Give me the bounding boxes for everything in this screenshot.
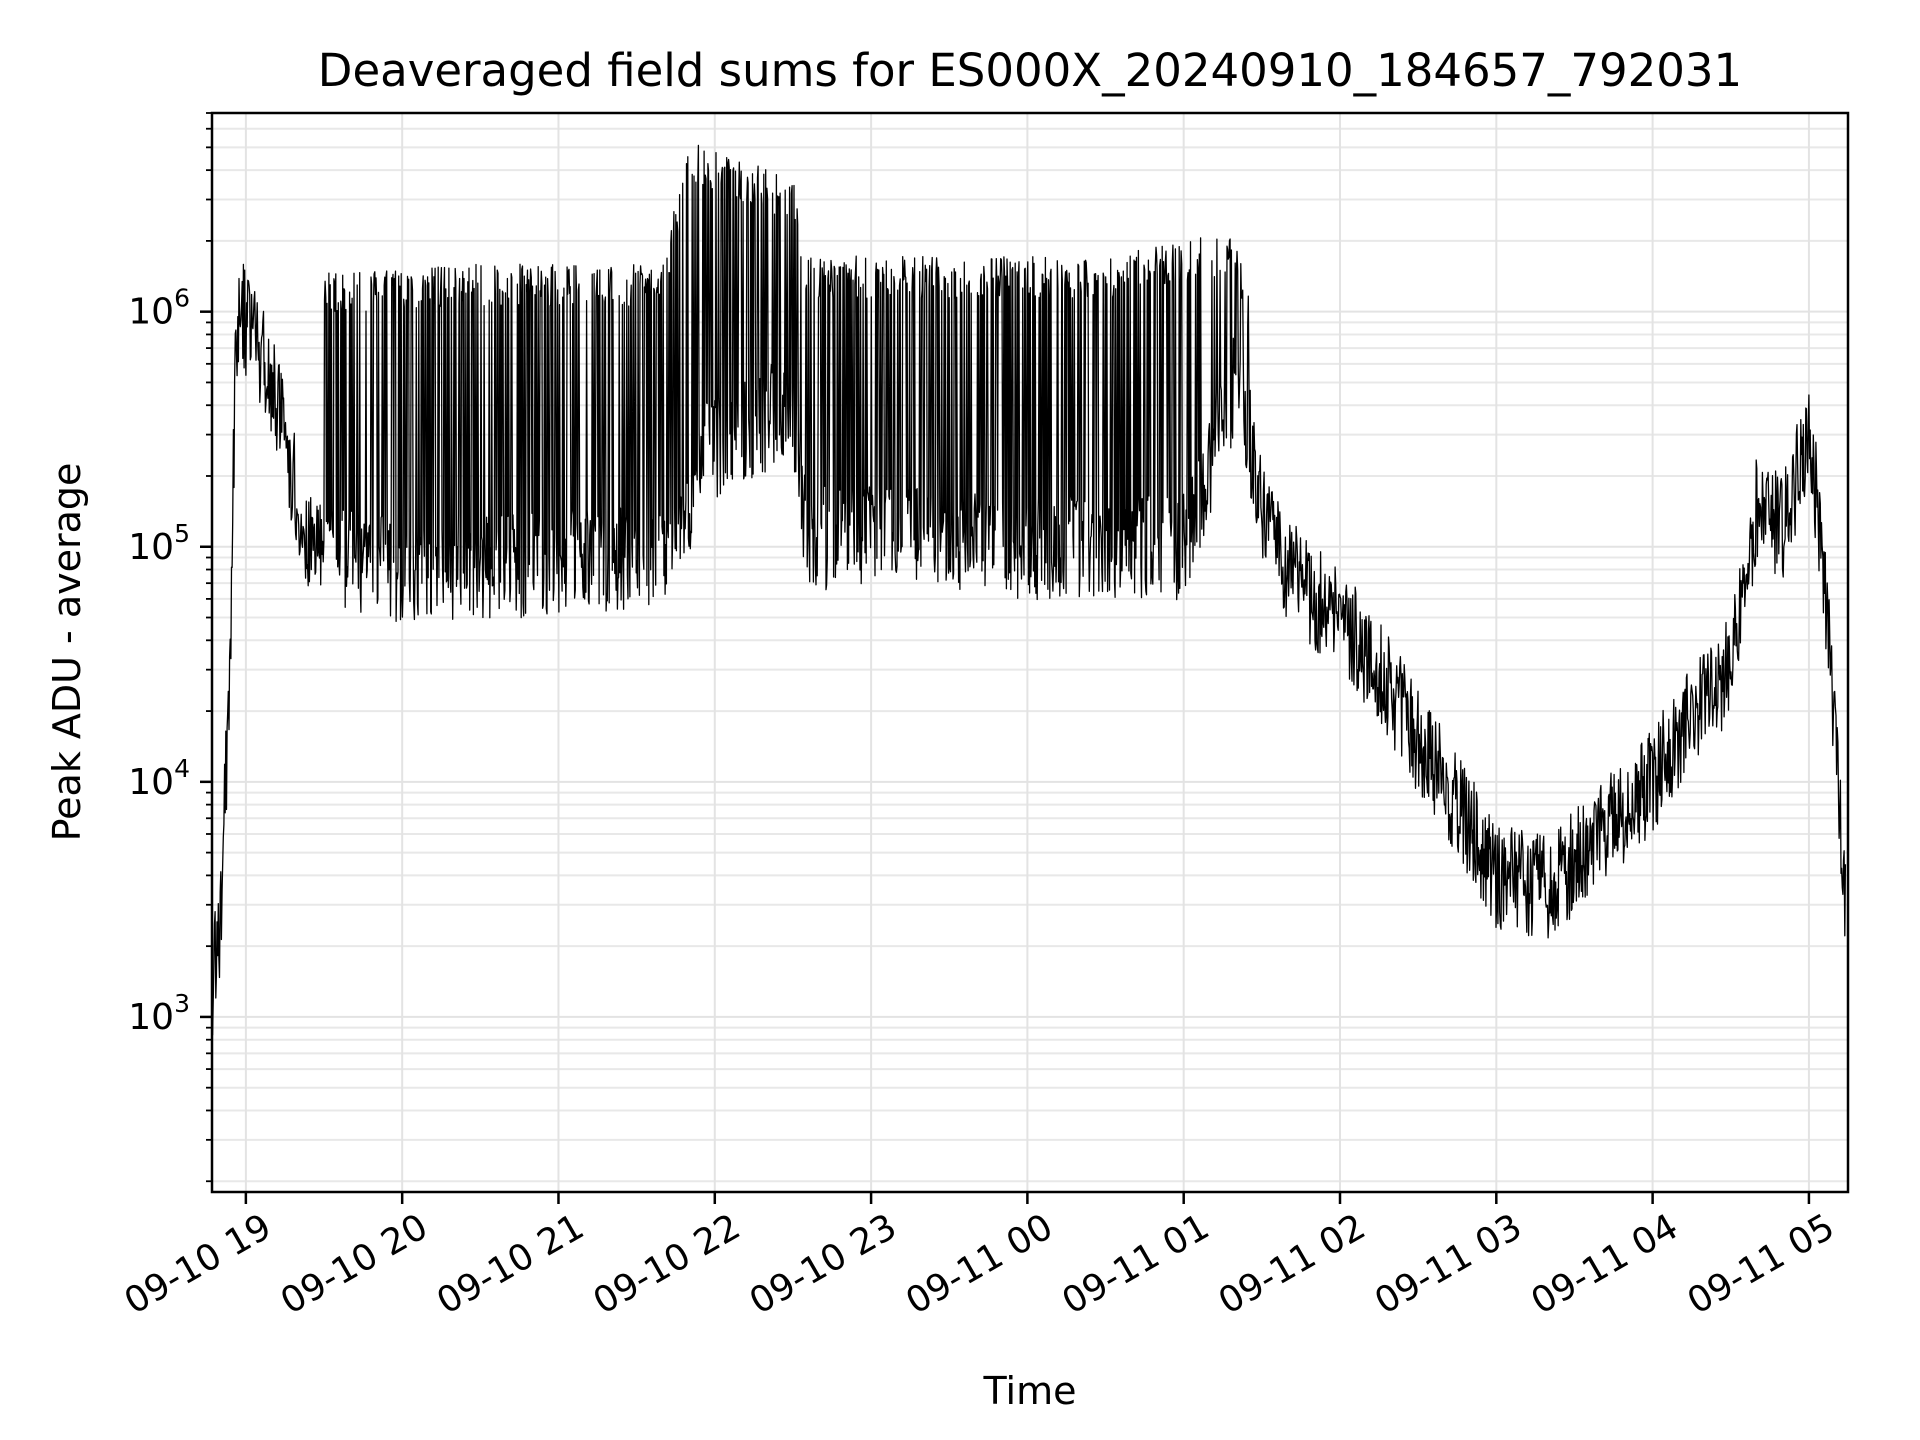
y-tick-label: 103 — [128, 989, 190, 1038]
y-tick-label: 105 — [128, 519, 190, 568]
x-tick-label: 09-11 03 — [1368, 1206, 1529, 1322]
y-tick-exponent: 4 — [174, 754, 190, 783]
y-tick-label: 104 — [128, 754, 190, 803]
x-tick-label: 09-11 02 — [1212, 1206, 1373, 1322]
x-tick-label: 09-10 22 — [587, 1206, 748, 1322]
series-layer — [211, 144, 1847, 1036]
x-tick-label: 09-11 00 — [899, 1206, 1060, 1322]
x-tick-label: 09-11 05 — [1681, 1206, 1842, 1322]
x-axis-label: Time — [983, 1369, 1077, 1413]
x-tick-label: 09-10 21 — [430, 1206, 591, 1322]
plot-frame — [210, 111, 1850, 1194]
y-tick-exponent: 3 — [174, 989, 190, 1018]
x-tick-label: 09-11 01 — [1056, 1206, 1217, 1322]
series-line — [211, 144, 1847, 1036]
grid — [212, 112, 1848, 1192]
x-tick-label: 09-11 04 — [1524, 1206, 1685, 1322]
x-tick-label: 09-10 20 — [274, 1206, 435, 1322]
y-axis-label: Peak ADU - average — [45, 463, 89, 842]
y-tick-label: 106 — [128, 284, 190, 333]
y-tick-exponent: 6 — [174, 284, 190, 313]
y-tick-base: 10 — [128, 527, 174, 568]
y-tick-base: 10 — [128, 292, 174, 333]
x-tick-label: 09-10 19 — [118, 1206, 279, 1322]
y-tick-exponent: 5 — [174, 519, 190, 548]
chart-title: Deaveraged field sums for ES000X_2024091… — [318, 44, 1742, 97]
y-tick-base: 10 — [128, 762, 174, 803]
y-tick-base: 10 — [128, 997, 174, 1038]
x-tick-label: 09-10 23 — [743, 1206, 904, 1322]
